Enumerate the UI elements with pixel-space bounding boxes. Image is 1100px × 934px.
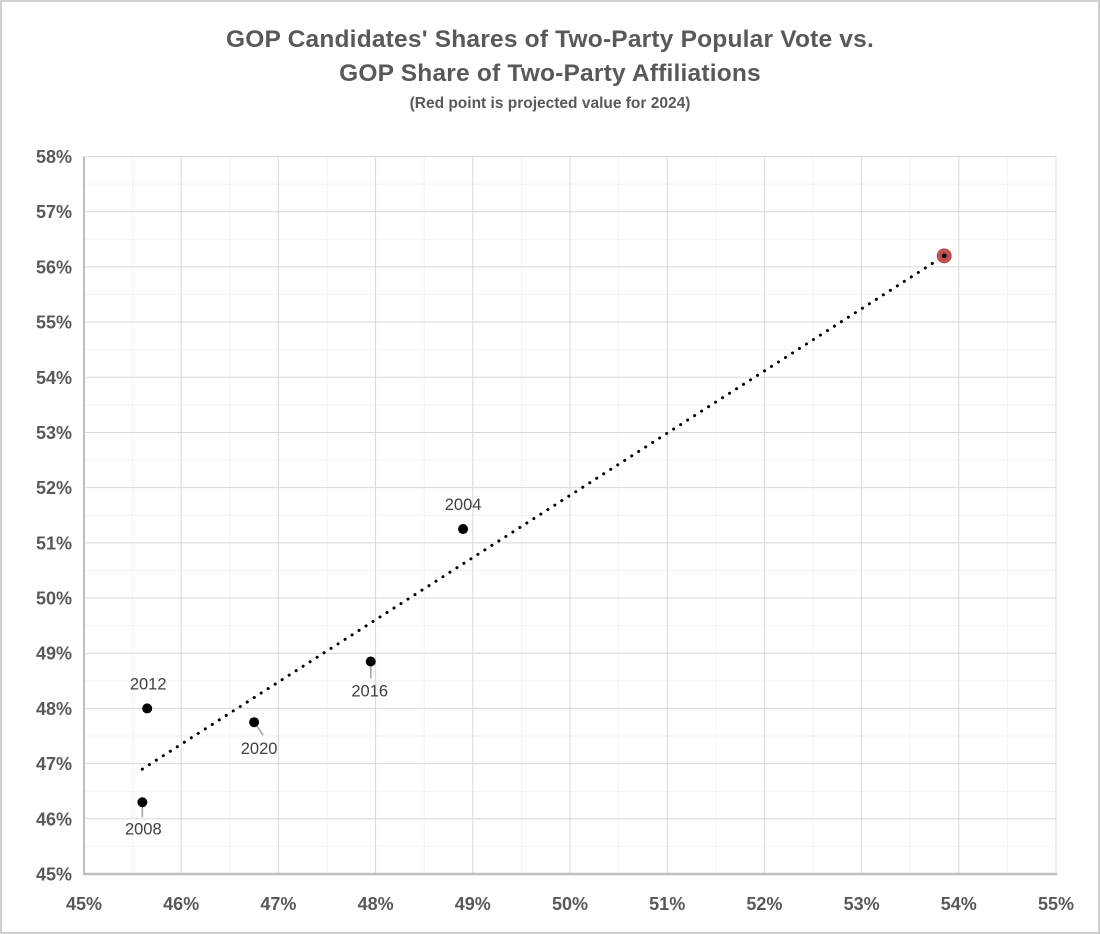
x-tick-label: 45%	[66, 894, 102, 914]
chart-title-line-1: GOP Candidates' Shares of Two-Party Popu…	[226, 26, 874, 53]
y-tick-label: 47%	[36, 754, 72, 774]
point-label-2008: 2008	[125, 820, 162, 838]
trendline-end-dot	[941, 253, 947, 259]
y-tick-label: 55%	[36, 313, 72, 333]
point-label-2004: 2004	[445, 496, 482, 514]
label-leader-line	[256, 725, 264, 736]
y-tick-label: 50%	[36, 589, 72, 609]
chart-subtitle: (Red point is projected value for 2024)	[409, 95, 691, 112]
y-tick-label: 56%	[36, 257, 72, 277]
y-tick-label: 49%	[36, 644, 72, 664]
data-point-2016	[365, 656, 376, 667]
x-tick-label: 55%	[1038, 894, 1074, 914]
chart-title-line-2: GOP Share of Two-Party Affiliations	[339, 60, 761, 87]
x-tick-label: 52%	[746, 894, 782, 914]
y-tick-label: 45%	[36, 865, 72, 885]
y-tick-label: 52%	[36, 478, 72, 498]
data-point-2012	[142, 703, 153, 714]
data-point-2008	[137, 797, 148, 808]
x-tick-label: 54%	[941, 894, 977, 914]
point-label-2020: 2020	[241, 740, 278, 758]
point-label-2016: 2016	[351, 683, 388, 701]
x-tick-label: 50%	[552, 894, 588, 914]
x-tick-label: 48%	[358, 894, 394, 914]
x-tick-label: 53%	[844, 894, 880, 914]
y-tick-label: 58%	[36, 147, 72, 167]
chart-title-block: GOP Candidates' Shares of Two-Party Popu…	[2, 23, 1098, 113]
data-point-2004	[458, 524, 469, 535]
y-tick-label: 48%	[36, 699, 72, 719]
data-point-2020	[249, 717, 260, 728]
point-label-2012: 2012	[130, 675, 167, 693]
y-tick-label: 57%	[36, 202, 72, 222]
y-tick-label: 46%	[36, 809, 72, 829]
y-tick-label: 53%	[36, 423, 72, 443]
y-tick-label: 54%	[36, 368, 72, 388]
trendline	[140, 254, 946, 771]
x-tick-label: 47%	[260, 894, 296, 914]
x-tick-label: 49%	[455, 894, 491, 914]
x-tick-label: 51%	[649, 894, 685, 914]
y-tick-label: 51%	[36, 533, 72, 553]
x-tick-label: 46%	[163, 894, 199, 914]
